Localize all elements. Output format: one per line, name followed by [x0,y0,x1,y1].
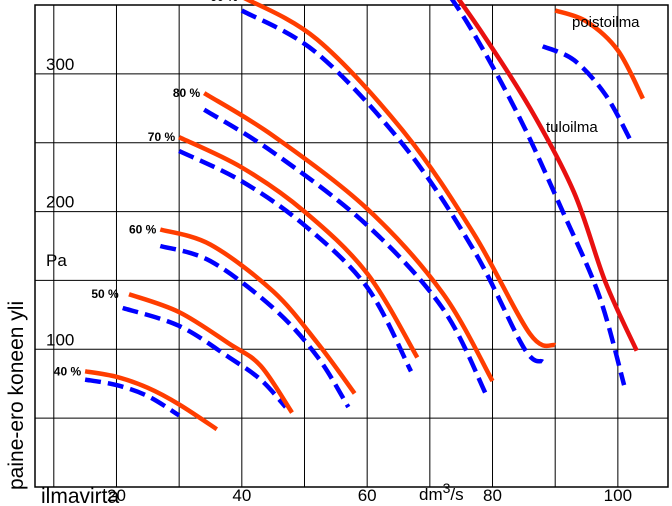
x-tick-label: 80 [483,486,502,505]
series-layer [84,0,645,432]
x-tick-label: 60 [358,486,377,505]
series-line-tuloilma-80 [203,107,489,396]
series-line-poistoilma-50 [128,292,294,414]
percent-label: 70 % [148,130,176,144]
legend-label-tuloilma: tuloilma [546,119,598,136]
x-unit-suffix: /s [450,485,463,504]
legend-label-poistoilma: poistoilma [572,14,640,31]
series-line-poistoilma-100 [554,8,645,100]
y-tick-label: 200 [46,193,74,212]
y-tick-label: 300 [46,55,74,74]
percent-label: 60 % [129,222,157,236]
series-line-poistoilma-40 [84,369,219,432]
series-line-poistoilma-80 [203,91,495,383]
series-line-tuloilma-100 [541,44,633,142]
percent-label: 50 % [91,287,119,301]
label-layer: paine-ero koneen yli ilmavirta Pa dm3/s … [5,0,640,506]
series-line-tuloilma-60 [159,243,351,409]
percent-label: 90 % [210,0,238,4]
x-unit-base: dm [419,485,443,504]
series-line-tuloilma-40 [84,377,181,418]
tick-layer: 20 40 60 80 100 100 200 300 [46,55,632,505]
y-axis-label: paine-ero koneen yli [5,301,28,490]
x-tick-label: 100 [604,486,632,505]
series-line-poistoilma-70 [178,135,420,359]
series-line-poistoilma-90 [243,0,557,349]
x-axis-label: ilmavirta [41,485,119,506]
x-tick-label: 40 [232,486,251,505]
series-line-tuloilma-90 [240,8,545,364]
y-tick-label: 100 [46,330,74,349]
y-unit-label: Pa [46,251,67,270]
x-tick-label: 20 [107,486,126,505]
series-line-poistoilma-60 [159,227,357,395]
series-line-tuloilma-100 [449,0,627,386]
percent-label: 40 % [54,364,82,378]
series-line-tuloilma-50 [122,305,288,409]
series-line-tuloilma-70 [178,148,413,373]
series-line-poistoilma-100 [456,0,639,352]
percent-label: 80 % [173,86,201,100]
x-unit-exponent: 3 [443,480,451,496]
grid [34,4,669,488]
plot-frame [34,4,669,488]
x-unit-label: dm3/s [419,480,464,504]
